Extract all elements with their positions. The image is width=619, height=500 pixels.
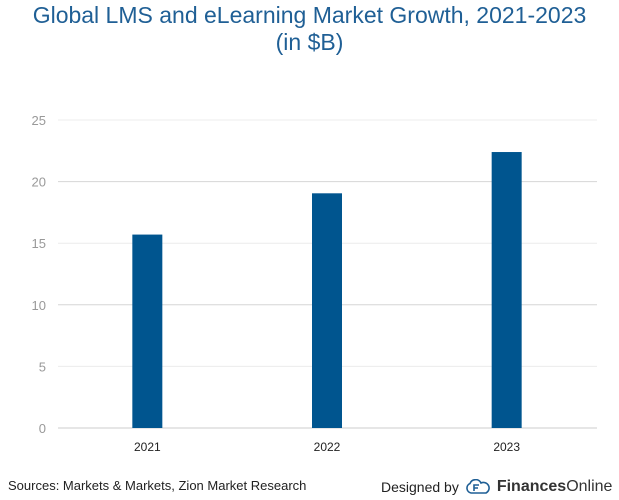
title-line: Global LMS and eLearning Market Growth, … <box>32 2 587 28</box>
designed-by: Designed by FinancesOnline <box>381 478 612 496</box>
brand-light: Online <box>566 478 613 495</box>
y-tick-label: 15 <box>32 236 46 251</box>
y-tick-label: 5 <box>39 359 46 374</box>
subtitle-line: (in $B) <box>275 29 344 55</box>
y-tick-label: 0 <box>39 421 46 436</box>
chart-title: Global LMS and eLearning Market Growth, … <box>0 2 619 56</box>
designed-by-label: Designed by <box>381 479 459 495</box>
cloud-f-logo-icon <box>466 479 490 494</box>
sources-text: Sources: Markets & Markets, Zion Market … <box>8 478 307 493</box>
bar <box>132 234 163 428</box>
brand-logo: FinancesOnline <box>497 478 613 496</box>
bar <box>491 152 522 429</box>
y-tick-label: 20 <box>32 175 46 190</box>
bar <box>312 193 342 428</box>
x-tick-label: 2022 <box>314 440 341 454</box>
y-tick-label: 25 <box>32 113 46 128</box>
y-tick-label: 10 <box>32 298 46 313</box>
brand-bold: Finances <box>496 478 567 495</box>
x-tick-label: 2023 <box>493 440 520 454</box>
x-tick-label: 2021 <box>134 440 161 454</box>
